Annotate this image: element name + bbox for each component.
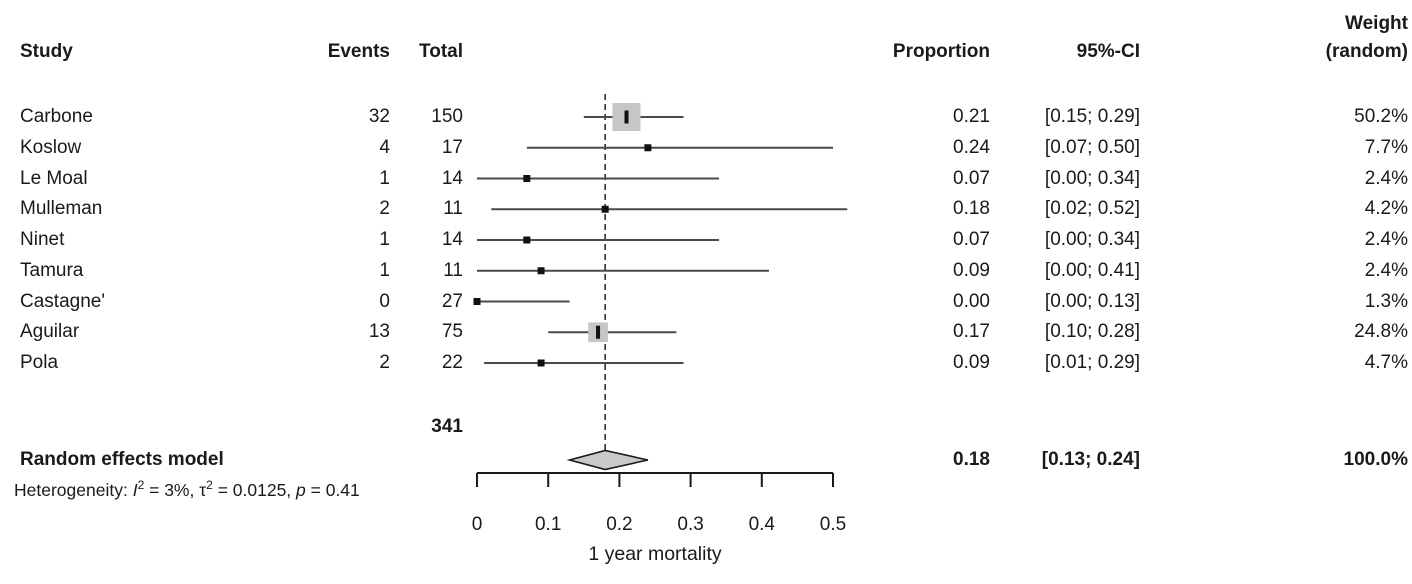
total-value: 11 — [443, 259, 463, 281]
proportion-value: 0.18 — [953, 198, 990, 220]
point-estimate-marker — [537, 267, 545, 275]
x-axis-tick-label: 0.3 — [677, 514, 703, 535]
total-value: 11 — [443, 198, 463, 220]
total-value: 17 — [441, 136, 463, 158]
weight-value: 50.2% — [1354, 106, 1408, 127]
forest-plot-graphic: 0 0.1 0.2 0.3 0.4 0.5 1 year mortality — [472, 94, 848, 565]
x-axis-tick-label: 0.4 — [749, 514, 776, 535]
ci-value: [0.15; 0.29] — [1044, 106, 1140, 127]
weight-value: 7.7% — [1364, 136, 1408, 158]
col-header-total: Total — [419, 41, 463, 62]
proportion-value: 0.00 — [953, 290, 990, 312]
ci-value: [0.02; 0.52] — [1044, 198, 1140, 220]
study-name: Aguilar — [20, 321, 80, 343]
ci-value: [0.00; 0.34] — [1044, 167, 1140, 189]
study-name: Carbone — [20, 106, 93, 127]
heterogeneity-segment: 2 — [206, 478, 213, 492]
point-estimate-marker — [644, 144, 652, 152]
heterogeneity-segment: I — [132, 480, 138, 500]
col-header-events: Events — [327, 41, 390, 62]
ci-value: [0.01; 0.29] — [1044, 352, 1140, 373]
x-axis-tick-label: 0.1 — [535, 514, 561, 535]
summary-weight: 100.0% — [1343, 449, 1408, 470]
x-axis-title: 1 year mortality — [588, 543, 722, 565]
heterogeneity-text: Heterogeneity: I2 = 3%, τ2 = 0.0125, p =… — [14, 475, 360, 505]
heterogeneity-segment: p — [296, 480, 306, 500]
heterogeneity-segment: = 0.41 — [305, 480, 360, 500]
events-value: 2 — [379, 198, 390, 220]
point-estimate-marker — [523, 236, 531, 244]
summary-label: Random effects model — [20, 449, 224, 470]
study-name: Tamura — [20, 259, 84, 281]
ci-value: [0.00; 0.13] — [1044, 290, 1140, 312]
col-header-study: Study — [20, 41, 73, 62]
point-estimate-marker — [601, 205, 609, 213]
study-name: Koslow — [20, 136, 82, 158]
events-value: 13 — [368, 321, 390, 343]
events-value: 32 — [368, 106, 390, 127]
study-name: Mulleman — [20, 198, 103, 220]
total-value: 14 — [441, 229, 463, 250]
heterogeneity-segment: 2 — [137, 478, 145, 492]
weight-value: 24.8% — [1354, 321, 1408, 343]
weight-value: 4.7% — [1364, 352, 1408, 373]
events-value: 4 — [379, 136, 390, 158]
ci-value: [0.00; 0.41] — [1044, 259, 1140, 281]
heterogeneity-segment: Heterogeneity: — [14, 480, 133, 500]
heterogeneity-segment: = 0.0125, — [212, 480, 297, 500]
events-value: 2 — [379, 352, 390, 373]
proportion-value: 0.21 — [953, 106, 990, 127]
proportion-value: 0.17 — [953, 321, 990, 343]
total-value: 14 — [441, 167, 463, 189]
study-name: Le Moal — [20, 167, 88, 189]
col-header-weight-line2: (random) — [1325, 41, 1408, 62]
events-value: 1 — [379, 167, 390, 189]
proportion-value: 0.09 — [953, 259, 990, 281]
ci-value: [0.10; 0.28] — [1044, 321, 1140, 343]
weight-value: 2.4% — [1364, 167, 1408, 189]
col-header-weight-line1: Weight — [1345, 13, 1408, 34]
total-events-value: 341 — [431, 416, 463, 437]
col-header-proportion: Proportion — [892, 41, 990, 62]
events-value: 0 — [379, 290, 390, 312]
summary-proportion: 0.18 — [953, 449, 990, 470]
weight-value: 1.3% — [1364, 290, 1408, 312]
point-estimate-marker — [473, 298, 481, 305]
proportion-value: 0.07 — [953, 229, 990, 250]
ci-value: [0.00; 0.34] — [1044, 229, 1140, 250]
point-estimate-marker — [624, 110, 629, 124]
point-estimate-marker — [523, 175, 531, 182]
x-axis-tick-label: 0.5 — [820, 514, 846, 535]
x-axis-tick-label: 0 — [472, 514, 483, 535]
heterogeneity-segment: = 3%, — [144, 480, 200, 500]
proportion-value: 0.09 — [953, 352, 990, 373]
study-name: Ninet — [20, 229, 65, 250]
total-value: 27 — [441, 290, 463, 312]
summary-diamond — [566, 449, 649, 471]
total-value: 22 — [441, 352, 463, 373]
total-value: 150 — [431, 106, 463, 127]
total-value: 75 — [441, 321, 463, 343]
study-name: Castagne' — [20, 290, 105, 312]
proportion-value: 0.24 — [953, 136, 990, 158]
point-estimate-marker — [596, 325, 601, 339]
heterogeneity-segment: τ — [199, 480, 207, 500]
x-axis-tick-label: 0.2 — [606, 514, 632, 535]
col-header-ci: 95%-CI — [1076, 41, 1140, 62]
summary-ci: [0.13; 0.24] — [1041, 449, 1140, 470]
weight-value: 2.4% — [1364, 229, 1408, 250]
events-value: 1 — [379, 259, 390, 281]
weight-value: 4.2% — [1364, 198, 1408, 220]
ci-value: [0.07; 0.50] — [1044, 136, 1140, 158]
point-estimate-marker — [537, 359, 545, 367]
proportion-value: 0.07 — [953, 167, 990, 189]
weight-value: 2.4% — [1364, 259, 1408, 281]
study-name: Pola — [20, 352, 59, 373]
events-value: 1 — [379, 229, 390, 250]
